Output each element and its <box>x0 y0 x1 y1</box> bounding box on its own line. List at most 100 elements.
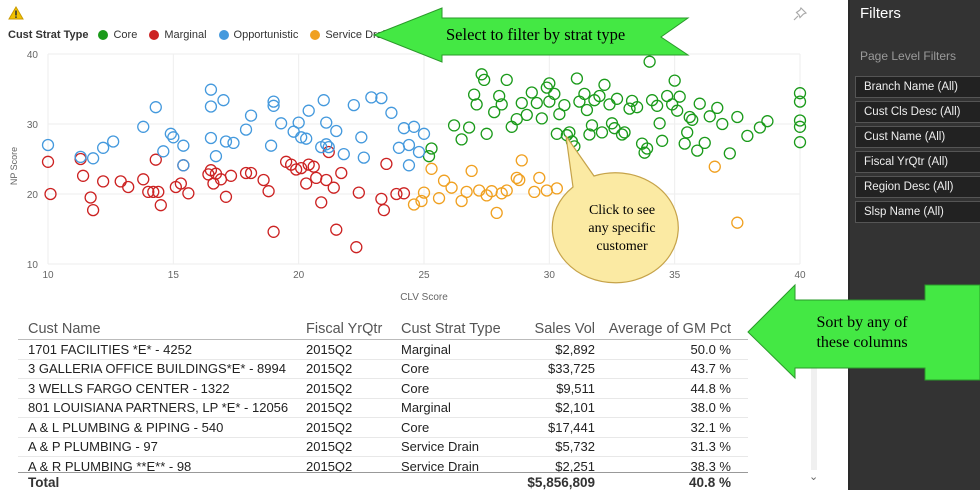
data-point-opportunistic[interactable] <box>267 99 280 112</box>
data-point-core[interactable] <box>470 98 483 111</box>
data-point-core[interactable] <box>741 129 754 143</box>
data-point-core[interactable] <box>793 114 807 127</box>
data-point-core[interactable] <box>478 73 491 87</box>
data-point-opportunistic[interactable] <box>204 100 218 113</box>
column-header-cust-strat-type[interactable]: Cust Strat Type <box>401 320 501 337</box>
data-point-core[interactable] <box>793 87 807 100</box>
data-point-core[interactable] <box>761 115 774 128</box>
data-point-opportunistic[interactable] <box>357 151 370 164</box>
data-point-opportunistic[interactable] <box>137 120 150 133</box>
data-point-core[interactable] <box>422 150 436 163</box>
data-point-opportunistic[interactable] <box>417 127 431 140</box>
data-point-marginal[interactable] <box>335 166 348 180</box>
data-point-core[interactable] <box>455 133 468 146</box>
data-point-marginal[interactable] <box>142 185 155 199</box>
data-point-marginal[interactable] <box>86 203 100 217</box>
data-point-service-drain[interactable] <box>415 194 428 208</box>
data-point-marginal[interactable] <box>152 185 165 199</box>
table-row[interactable]: A & L PLUMBING & PIPING - 540 2015Q2 Core $… <box>18 418 748 438</box>
data-point-service-drain[interactable] <box>610 185 624 198</box>
data-point-opportunistic[interactable] <box>204 83 218 96</box>
data-point-marginal[interactable] <box>84 191 97 204</box>
data-point-core[interactable] <box>543 95 556 108</box>
data-point-core[interactable] <box>686 113 699 126</box>
data-point-service-drain[interactable] <box>417 186 431 199</box>
data-point-opportunistic[interactable] <box>365 91 378 104</box>
data-point-opportunistic[interactable] <box>355 131 368 144</box>
data-point-core[interactable] <box>716 117 729 131</box>
data-point-opportunistic[interactable] <box>74 150 87 164</box>
data-point-service-drain[interactable] <box>437 174 451 187</box>
warning-icon[interactable] <box>8 6 24 20</box>
data-point-marginal[interactable] <box>397 187 411 200</box>
data-point-opportunistic[interactable] <box>217 94 230 107</box>
data-point-opportunistic[interactable] <box>177 139 190 152</box>
data-point-core[interactable] <box>505 120 518 133</box>
table-row[interactable]: A & P PLUMBING - 97 2015Q2 Service Drain $5… <box>18 438 748 457</box>
data-point-core[interactable] <box>793 120 807 133</box>
data-point-service-drain[interactable] <box>500 184 513 197</box>
data-point-opportunistic[interactable] <box>317 94 330 107</box>
data-point-marginal[interactable] <box>149 153 162 166</box>
data-point-marginal[interactable] <box>375 192 388 206</box>
data-point-service-drain[interactable] <box>510 171 523 185</box>
data-point-core[interactable] <box>593 89 606 103</box>
filter-slsp-name[interactable]: Slsp Name (All) <box>855 201 980 223</box>
data-point-core[interactable] <box>698 136 711 150</box>
data-point-core[interactable] <box>623 102 636 115</box>
data-point-service-drain[interactable] <box>407 198 421 211</box>
filter-branch-name[interactable]: Branch Name (All) <box>855 76 980 98</box>
data-point-service-drain[interactable] <box>513 173 526 187</box>
data-point-core[interactable] <box>668 74 681 87</box>
data-point-opportunistic[interactable] <box>86 152 100 165</box>
data-point-marginal[interactable] <box>315 196 328 209</box>
data-point-core[interactable] <box>510 112 523 126</box>
data-point-opportunistic[interactable] <box>41 138 55 152</box>
data-point-opportunistic[interactable] <box>157 145 170 158</box>
legend-item-marginal[interactable]: Marginal <box>149 29 207 41</box>
data-point-opportunistic[interactable] <box>407 120 421 133</box>
filter-cust-cls-desc[interactable]: Cust Cls Desc (All) <box>855 101 980 123</box>
data-point-core[interactable] <box>650 99 664 112</box>
legend-item-opportunistic[interactable]: Opportunistic <box>218 29 298 41</box>
data-point-core[interactable] <box>678 137 691 150</box>
data-point-core[interactable] <box>530 96 543 110</box>
data-point-opportunistic[interactable] <box>392 141 406 154</box>
data-point-marginal[interactable] <box>327 181 340 194</box>
data-point-core[interactable] <box>595 126 609 139</box>
data-point-core[interactable] <box>580 103 594 117</box>
data-point-core[interactable] <box>598 78 611 91</box>
data-point-service-drain[interactable] <box>490 206 503 220</box>
legend-item-service-drain[interactable]: Service Drain <box>310 29 391 41</box>
data-point-core[interactable] <box>711 101 724 115</box>
data-point-service-drain[interactable] <box>550 182 564 195</box>
data-point-service-drain[interactable] <box>533 171 546 185</box>
data-point-marginal[interactable] <box>380 157 393 171</box>
data-point-service-drain[interactable] <box>708 160 721 173</box>
data-point-opportunistic[interactable] <box>167 131 180 144</box>
data-point-opportunistic[interactable] <box>209 150 223 163</box>
table-row[interactable]: A & R PLUMBING **E** - 98 2015Q2 Service D… <box>18 457 748 477</box>
data-point-opportunistic[interactable] <box>412 145 426 159</box>
data-point-core[interactable] <box>553 108 566 121</box>
data-point-core[interactable] <box>462 121 476 134</box>
data-point-marginal[interactable] <box>174 177 188 190</box>
data-point-core[interactable] <box>535 112 548 125</box>
data-point-core[interactable] <box>723 147 736 160</box>
data-point-core[interactable] <box>610 92 624 105</box>
scatter-chart[interactable]: 10 15 20 25 30 35 40 10 20 30 40 CLV Score NP Scor… <box>0 44 848 314</box>
data-point-marginal[interactable] <box>137 173 150 186</box>
data-point-core[interactable] <box>480 127 493 140</box>
data-point-marginal[interactable] <box>310 171 323 185</box>
column-header-gm-pct[interactable]: Average of GM Pct <box>608 320 731 337</box>
table-row[interactable]: 3 GALLERIA OFFICE BUILDINGS*E* - 8994 201… <box>18 360 748 379</box>
data-point-core[interactable] <box>671 104 684 117</box>
filter-cust-name[interactable]: Cust Name (All) <box>855 126 980 148</box>
data-point-core[interactable] <box>425 142 438 155</box>
data-point-marginal[interactable] <box>352 186 365 199</box>
data-point-core[interactable] <box>520 108 533 122</box>
table-row[interactable]: 3 WELLS FARGO CENTER - 1322 2015Q2 Core $9,… <box>18 379 748 399</box>
pin-icon[interactable] <box>792 6 808 22</box>
data-point-marginal[interactable] <box>147 185 160 199</box>
data-point-core[interactable] <box>475 68 488 81</box>
